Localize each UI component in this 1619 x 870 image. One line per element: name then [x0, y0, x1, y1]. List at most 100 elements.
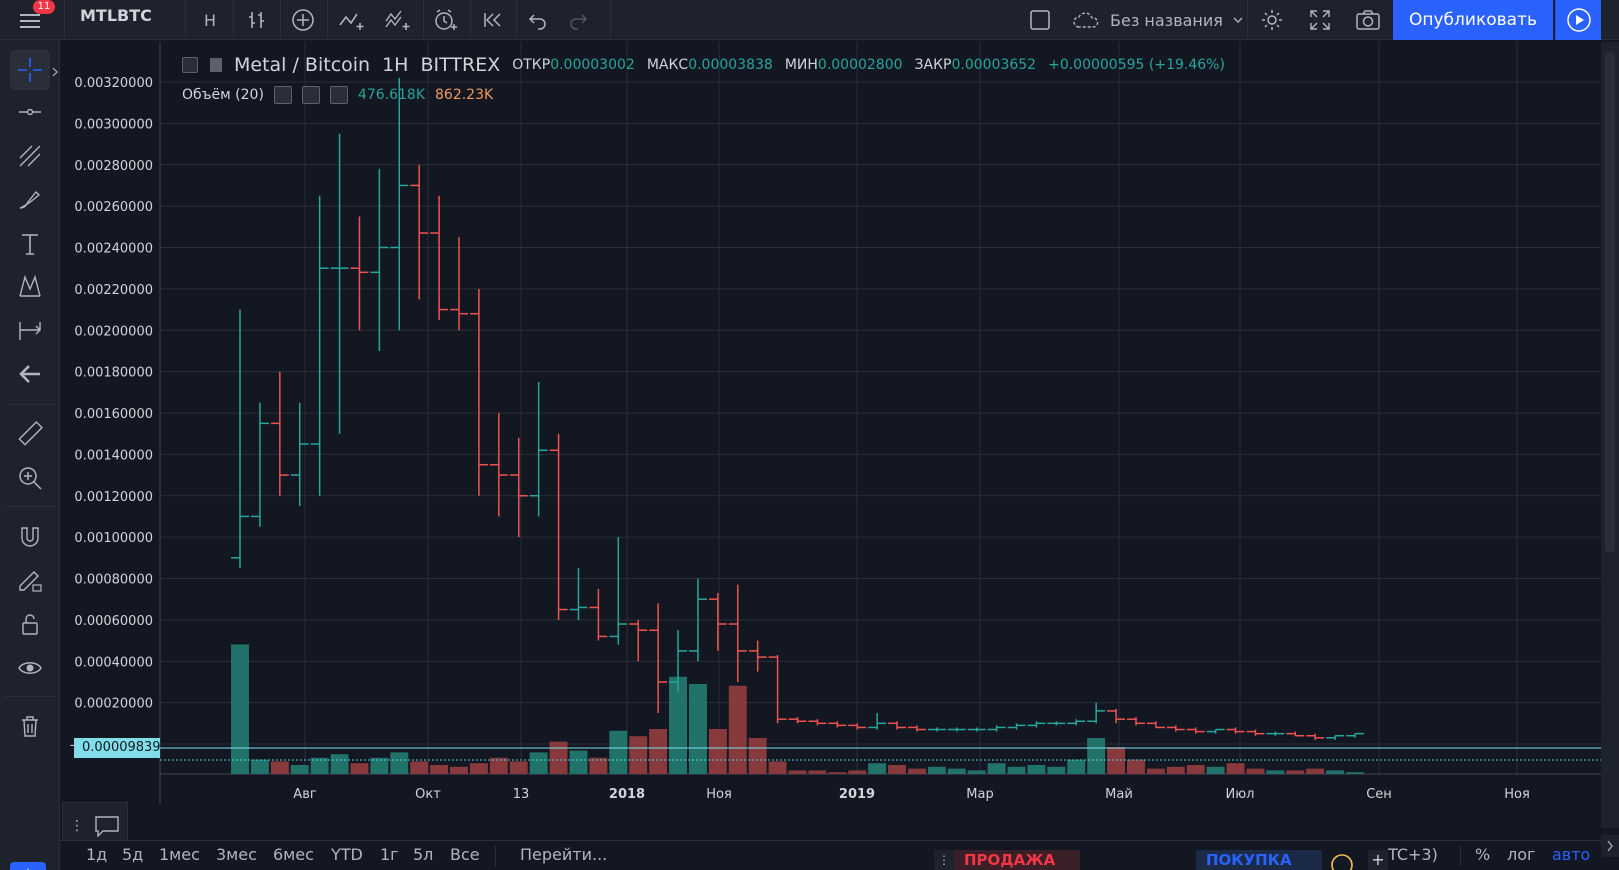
eye-icon[interactable] — [10, 648, 50, 688]
y-tick-label: 0.00020000 — [74, 697, 153, 712]
volume-label[interactable]: Объём (20) — [182, 87, 264, 103]
volume-value-2: 862.23K — [435, 87, 494, 103]
exchange-name[interactable]: BITTREX — [420, 54, 501, 76]
replay-icon[interactable] — [473, 0, 513, 40]
star-favorites-icon[interactable] — [10, 862, 46, 870]
menu-icon[interactable] — [10, 0, 50, 40]
interval-selector[interactable]: H — [203, 10, 217, 30]
settings-small-icon[interactable] — [301, 86, 320, 104]
drag-handle-icon: ⋮ — [70, 818, 84, 834]
text-icon[interactable] — [10, 224, 50, 264]
range-3m[interactable]: 3мес — [216, 845, 257, 864]
layout-name-menu[interactable]: Без названия — [1072, 0, 1245, 40]
layout-square-icon[interactable] — [1020, 0, 1060, 40]
zoom-in-icon[interactable] — [10, 458, 50, 498]
timezone-label[interactable]: TC+3) — [1388, 845, 1438, 864]
pitchfork-icon[interactable] — [10, 136, 50, 176]
volume-bar — [1286, 770, 1305, 774]
volume-bar — [1067, 759, 1086, 774]
collapse-legend-icon[interactable] — [182, 57, 198, 73]
alert-clock-icon[interactable] — [426, 0, 466, 40]
change-value: +0.00000595 (+19.46%) — [1048, 57, 1225, 73]
bar-style-icon[interactable] — [237, 0, 277, 40]
symbol-search[interactable]: MTLBTC — [80, 6, 152, 25]
expand-toolbar-chevron[interactable] — [51, 63, 59, 77]
x-tick-label: Июл — [1226, 787, 1255, 802]
y-tick-label: 0.00260000 — [74, 200, 153, 215]
volume-bar — [848, 770, 867, 774]
unlock-icon[interactable] — [10, 604, 50, 644]
volume-bar — [469, 763, 488, 774]
volume-bar — [1166, 766, 1185, 774]
percent-toggle[interactable]: % — [1475, 845, 1491, 864]
play-icon[interactable] — [1555, 0, 1601, 40]
range-1y[interactable]: 1г — [380, 845, 399, 864]
volume-bar — [1306, 768, 1325, 774]
notification-badge: 11 — [33, 0, 55, 14]
auto-toggle[interactable]: авто — [1552, 845, 1591, 864]
volume-bar — [549, 741, 568, 774]
fullscreen-icon[interactable] — [1298, 0, 1342, 40]
high-value: 0.00003838 — [688, 57, 773, 73]
volume-bar — [1087, 738, 1106, 774]
add-order-icon[interactable]: + — [1368, 850, 1388, 870]
crosshair-icon[interactable] — [10, 50, 50, 90]
right-scrollbar[interactable] — [1601, 42, 1619, 828]
volume-bar — [828, 772, 847, 774]
lock-drawing-icon[interactable] — [10, 560, 50, 600]
trash-icon[interactable] — [10, 706, 50, 746]
brush-icon[interactable] — [10, 180, 50, 220]
measure-range-icon[interactable] — [10, 310, 50, 350]
volume-bar — [788, 770, 807, 774]
volume-bar — [609, 730, 628, 774]
range-5d[interactable]: 5д — [122, 845, 144, 864]
drag-handle-icon[interactable]: ⋮ — [934, 850, 954, 870]
volume-bar — [1007, 766, 1026, 774]
pattern-icon[interactable] — [10, 266, 50, 306]
y-tick-label: 0.00200000 — [74, 324, 153, 339]
range-1d[interactable]: 1д — [86, 845, 108, 864]
x-tick-label: Окт — [415, 787, 441, 802]
info-icon[interactable] — [1330, 853, 1354, 870]
goto-date-button[interactable]: Перейти... — [520, 845, 608, 864]
templates-icon[interactable] — [378, 0, 418, 40]
bottom-toolbar — [60, 840, 1619, 870]
trendline-icon[interactable] — [10, 92, 50, 132]
volume-bar — [1146, 768, 1165, 774]
magnet-icon[interactable] — [10, 516, 50, 556]
indicators-icon[interactable] — [332, 0, 372, 40]
x-tick-label: 13 — [513, 787, 530, 802]
back-arrow-icon[interactable] — [10, 354, 50, 394]
volume-bar — [589, 757, 608, 774]
x-tick-label: 2019 — [839, 787, 875, 802]
right-collapse-chevron[interactable] — [1601, 835, 1619, 857]
volume-bar — [290, 765, 309, 774]
undo-icon[interactable] — [518, 0, 558, 40]
range-1m[interactable]: 1мес — [159, 845, 200, 864]
settings-gear-icon[interactable] — [1250, 0, 1294, 40]
volume-bar — [330, 754, 349, 774]
ruler-icon[interactable] — [10, 414, 50, 454]
close-value: 0.00003652 — [951, 57, 1037, 73]
range-all[interactable]: Все — [450, 845, 480, 864]
volume-bar — [1266, 770, 1285, 774]
price-chart[interactable]: 0.00320000 0.00300000 0.00280000 0.00260000… — [65, 42, 1619, 828]
remove-icon[interactable] — [329, 86, 348, 104]
log-toggle[interactable]: лог — [1507, 845, 1536, 864]
range-5y[interactable]: 5л — [413, 845, 434, 864]
volume-bar — [728, 685, 747, 774]
sell-button[interactable]: ПРОДАЖА — [954, 850, 1080, 870]
compare-add-icon[interactable] — [283, 0, 323, 40]
top-toolbar: 11 MTLBTC H — [0, 0, 1619, 40]
comment-icon — [95, 816, 119, 837]
volume-bar — [569, 750, 588, 774]
series-color-icon — [210, 58, 222, 72]
range-6m[interactable]: 6мес — [273, 845, 314, 864]
redo-icon[interactable] — [558, 0, 598, 40]
camera-icon[interactable] — [1346, 0, 1390, 40]
range-ytd[interactable]: YTD — [331, 845, 363, 864]
eye-toggle-icon[interactable] — [273, 86, 292, 104]
buy-button[interactable]: ПОКУПКА — [1196, 850, 1322, 870]
publish-button[interactable]: Опубликовать — [1393, 0, 1553, 40]
